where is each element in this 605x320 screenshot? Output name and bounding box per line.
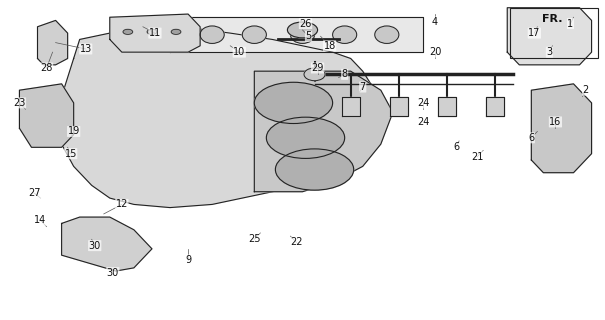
Ellipse shape: [374, 26, 399, 44]
Text: 27: 27: [28, 188, 41, 198]
Polygon shape: [38, 20, 68, 65]
Text: 30: 30: [88, 241, 101, 251]
Text: 21: 21: [471, 152, 483, 162]
Circle shape: [254, 82, 333, 124]
Text: 10: 10: [233, 47, 246, 57]
Text: 14: 14: [34, 215, 47, 225]
Text: 24: 24: [417, 117, 429, 127]
Text: 13: 13: [80, 44, 92, 54]
Text: 29: 29: [312, 63, 324, 73]
Circle shape: [287, 22, 318, 38]
Ellipse shape: [290, 26, 315, 44]
Text: 6: 6: [528, 133, 534, 143]
Text: 23: 23: [13, 98, 25, 108]
Text: 26: 26: [299, 19, 312, 28]
Circle shape: [171, 29, 181, 34]
Bar: [342, 97, 360, 116]
Bar: [438, 97, 456, 116]
Polygon shape: [254, 71, 393, 192]
Polygon shape: [507, 8, 592, 65]
Text: 5: 5: [306, 31, 312, 41]
Text: 22: 22: [290, 237, 302, 247]
Text: 24: 24: [417, 98, 429, 108]
Polygon shape: [170, 17, 423, 52]
Polygon shape: [19, 84, 74, 147]
Circle shape: [147, 29, 157, 34]
Text: 2: 2: [583, 85, 589, 95]
Text: 19: 19: [68, 126, 80, 136]
Circle shape: [266, 117, 345, 158]
Text: 20: 20: [429, 47, 441, 57]
Text: 7: 7: [359, 82, 366, 92]
Text: 18: 18: [324, 41, 336, 51]
Polygon shape: [531, 84, 592, 173]
Text: 28: 28: [41, 63, 53, 73]
Polygon shape: [62, 27, 381, 208]
Text: FR.: FR.: [542, 14, 563, 24]
Text: 16: 16: [549, 117, 561, 127]
Text: 4: 4: [432, 17, 438, 27]
Bar: [390, 97, 408, 116]
Polygon shape: [62, 217, 152, 271]
Circle shape: [275, 149, 354, 190]
Text: 30: 30: [106, 268, 119, 278]
Text: 25: 25: [248, 234, 261, 244]
Text: 6: 6: [453, 142, 459, 152]
Ellipse shape: [333, 26, 357, 44]
Bar: [510, 8, 598, 59]
Text: 9: 9: [185, 255, 191, 265]
Text: 15: 15: [65, 149, 77, 159]
Text: 11: 11: [149, 28, 161, 38]
Text: 8: 8: [342, 69, 348, 79]
Ellipse shape: [242, 26, 266, 44]
Bar: [486, 97, 504, 116]
Ellipse shape: [200, 26, 224, 44]
Text: 17: 17: [528, 28, 540, 38]
Text: 1: 1: [567, 19, 574, 28]
Circle shape: [123, 29, 132, 34]
Text: 12: 12: [116, 199, 128, 209]
Text: 3: 3: [546, 47, 552, 57]
Ellipse shape: [304, 68, 325, 81]
Polygon shape: [110, 14, 200, 52]
